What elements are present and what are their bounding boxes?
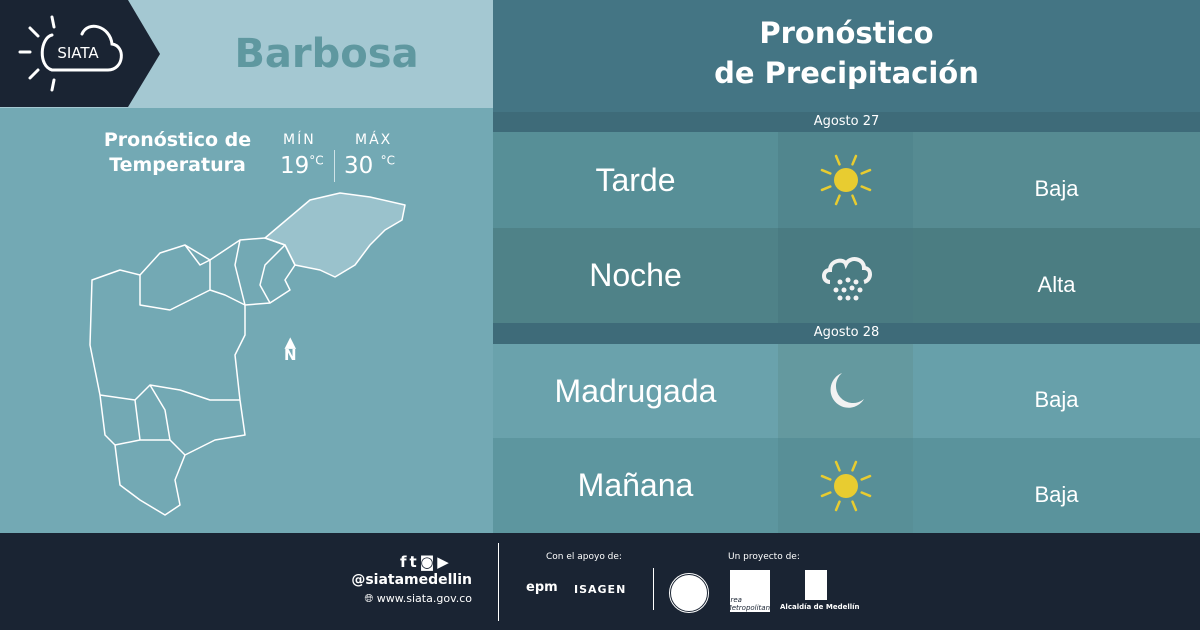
facebook-icon[interactable]: f: [400, 553, 410, 571]
website-link[interactable]: 🌐︎ www.siata.gov.co: [364, 592, 473, 605]
min-label: MÍN: [283, 132, 316, 148]
forecast-row: Tarde Baja: [493, 132, 1200, 228]
siata-logo-icon: SIATA: [18, 15, 123, 92]
project-label: Un proyecto de:: [728, 552, 800, 562]
period-name: Tarde: [493, 132, 778, 228]
municipality-map: [89, 192, 406, 516]
barbosa-region: [264, 192, 406, 278]
area-metropolitana-logo: Área Metropolitana: [730, 570, 770, 612]
period-name: Madrugada: [493, 344, 778, 438]
alcaldia-logo: Alcaldía de Medellín: [780, 603, 860, 611]
rain-cloud-icon: [778, 228, 913, 323]
date-bar: Agosto 28: [493, 323, 1200, 344]
forecast-row: Madrugada Baja: [493, 344, 1200, 438]
moon-icon: [778, 344, 913, 438]
globe-icon: 🌐︎: [364, 592, 377, 605]
period-name: Mañana: [493, 438, 778, 533]
sun-icon: [778, 438, 913, 533]
date-bar: Agosto 27: [493, 112, 1200, 132]
north-arrow-icon: ▲: [284, 333, 297, 351]
isagen-logo: ISAGEN: [574, 583, 627, 596]
divider: [653, 568, 654, 610]
instagram-icon[interactable]: ◙: [419, 553, 438, 571]
sun-icon: [778, 132, 913, 228]
divider: [334, 150, 335, 182]
precipitation-level: Baja: [913, 132, 1200, 228]
support-label: Con el apoyo de:: [546, 552, 622, 562]
temperature-title: Pronóstico de Temperatura: [103, 129, 252, 176]
forecast-row: Mañana Baja: [493, 438, 1200, 533]
temperature-panel: [0, 108, 493, 533]
precipitation-level: Baja: [913, 438, 1200, 533]
max-temp: 30 °C: [344, 153, 395, 179]
siata-logo: SIATA: [0, 0, 160, 107]
divider: [498, 543, 499, 621]
north-indicator: ▲ N: [284, 333, 297, 364]
youtube-icon[interactable]: ▶: [437, 553, 452, 571]
precipitation-level: Baja: [913, 344, 1200, 438]
social-handle[interactable]: @siatamedellin: [351, 572, 472, 588]
period-name: Noche: [493, 228, 778, 323]
university-seal-icon: [668, 572, 710, 614]
precipitation-level: Alta: [913, 228, 1200, 323]
city-name: Barbosa: [234, 31, 419, 77]
forecast-row: Noche Alta: [493, 228, 1200, 323]
footer: [0, 533, 1200, 630]
medellin-shield-icon: [805, 570, 827, 600]
min-temp: 19°C: [280, 153, 324, 179]
social-icons: ft◙▶: [400, 553, 452, 571]
twitter-icon[interactable]: t: [409, 553, 420, 571]
max-label: MÁX: [355, 132, 393, 148]
epm-logo: epm: [526, 580, 558, 595]
logo-text: SIATA: [57, 44, 99, 62]
precipitation-header: Pronóstico de Precipitación: [493, 0, 1200, 112]
